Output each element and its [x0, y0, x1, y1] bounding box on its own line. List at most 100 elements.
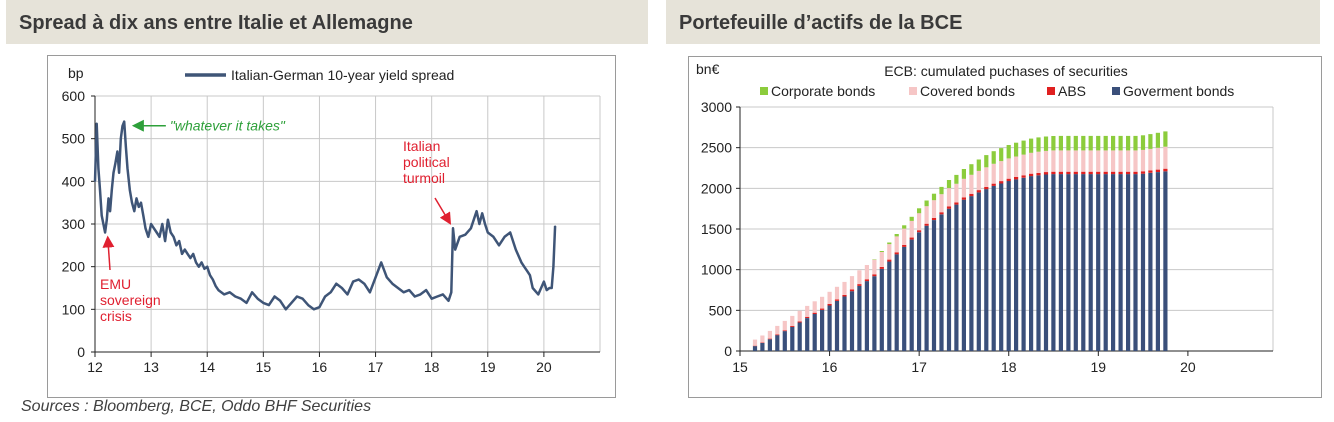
spread-data-point — [324, 295, 326, 298]
spread-data-point — [442, 293, 444, 296]
bar-segment-covered-bonds — [1148, 148, 1153, 171]
source-note: Sources : Bloomberg, BCE, Oddo BHF Secur… — [21, 398, 372, 415]
legend-swatch — [760, 87, 768, 95]
bar-segment-abs — [872, 274, 877, 277]
spread-data-point — [97, 167, 100, 170]
spread-data-point — [408, 289, 411, 291]
spread-data-point — [126, 167, 129, 170]
bar-segment-goverment-bonds — [797, 322, 802, 351]
bar-segment-corporate-bonds — [954, 174, 959, 184]
spread-data-point — [543, 280, 545, 283]
spread-data-point — [397, 287, 399, 289]
y-tick-label: 1500 — [701, 221, 732, 237]
bar-segment-goverment-bonds — [887, 261, 892, 351]
spread-data-point — [142, 214, 145, 217]
bar-segment-goverment-bonds — [976, 192, 981, 351]
spread-data-point — [447, 300, 450, 302]
bar-segment-goverment-bonds — [1051, 174, 1056, 351]
bar-segment-corporate-bonds — [879, 251, 884, 252]
bar-segment-goverment-bonds — [902, 246, 907, 351]
bar-segment-goverment-bonds — [1066, 174, 1071, 351]
bar-segment-abs — [1043, 172, 1049, 175]
x-tick-label: 13 — [143, 359, 159, 375]
bar-segment-abs — [924, 223, 929, 226]
spread-data-point — [192, 253, 194, 255]
bar-segment-corporate-bonds — [1103, 135, 1108, 151]
spread-data-point — [94, 180, 96, 183]
bar-segment-corporate-bonds — [894, 234, 899, 237]
bar-segment-goverment-bonds — [805, 318, 810, 351]
bar-segment-abs — [1148, 170, 1153, 173]
bar-segment-covered-bonds — [939, 194, 944, 213]
spread-data-point — [121, 125, 124, 127]
bar-segment-corporate-bonds — [1036, 137, 1041, 152]
bar-segment-abs — [1103, 171, 1108, 175]
spread-data-point — [391, 282, 394, 285]
spread-data-point — [329, 291, 332, 294]
bar-segment-corporate-bonds — [939, 186, 944, 195]
x-tick-label: 18 — [424, 359, 440, 375]
bar-segment-goverment-bonds — [917, 232, 922, 351]
bar-segment-goverment-bonds — [1021, 177, 1026, 351]
x-tick-label: 17 — [368, 359, 384, 375]
bar-segment-abs — [1140, 171, 1146, 174]
bar-segment-covered-bonds — [946, 188, 952, 207]
bar-segment-corporate-bonds — [887, 242, 892, 245]
bar-segment-abs — [1096, 171, 1101, 175]
bar-segment-abs — [902, 244, 907, 247]
bar-segment-abs — [827, 304, 832, 306]
bar-segment-goverment-bonds — [984, 189, 989, 351]
spread-data-point — [262, 302, 265, 304]
bar-segment-goverment-bonds — [1073, 174, 1078, 351]
spread-data-point — [318, 306, 321, 308]
legend-label: Italian-German 10-year yield spread — [231, 67, 454, 83]
chart-title: ECB: cumulated puchases of securities — [884, 63, 1128, 79]
spread-data-point — [307, 304, 310, 306]
spread-data-point — [189, 257, 192, 259]
bar-segment-covered-bonds — [969, 174, 974, 194]
bar-segment-covered-bonds — [767, 330, 772, 339]
bar-segment-covered-bonds — [1066, 150, 1071, 172]
spread-data-point — [125, 146, 127, 148]
bar-segment-covered-bonds — [834, 286, 840, 300]
legend-swatch — [1047, 87, 1055, 95]
spread-data-point — [498, 244, 500, 247]
spread-data-point — [120, 137, 122, 140]
spread-data-point — [492, 236, 495, 238]
bar-segment-goverment-bonds — [1043, 174, 1049, 351]
bar-segment-abs — [834, 299, 840, 301]
spread-data-point — [268, 304, 270, 306]
bar-segment-abs — [1133, 171, 1138, 175]
spread-data-point — [450, 291, 453, 294]
bar-segment-goverment-bonds — [1058, 174, 1063, 351]
spread-data-point — [178, 240, 180, 242]
bar-segment-abs — [909, 237, 914, 240]
bar-segment-covered-bonds — [887, 244, 892, 260]
x-tick-label: 14 — [199, 359, 215, 375]
spread-data-point — [164, 240, 166, 242]
spread-data-point — [140, 201, 142, 204]
bar-segment-covered-bonds — [1006, 158, 1011, 179]
bar-segment-goverment-bonds — [767, 339, 772, 351]
ecb-portfolio-chart: 0 500 1000 1500 2000 2500 3000 15 16 17 18 19 20 bn€ E… — [696, 61, 1274, 375]
spread-data-point — [484, 223, 486, 225]
bar-segment-abs — [805, 316, 810, 318]
bar-segment-abs — [954, 202, 959, 205]
spread-series-line — [93, 120, 557, 311]
bar-segment-covered-bonds — [1103, 150, 1108, 172]
bar-segment-corporate-bonds — [1021, 140, 1026, 155]
bar-segment-abs — [782, 330, 787, 332]
bar-segment-corporate-bonds — [1118, 135, 1123, 151]
bar-segment-goverment-bonds — [1006, 181, 1011, 351]
spread-data-point — [279, 300, 281, 302]
bar-segment-goverment-bonds — [1111, 174, 1116, 351]
bar-segment-abs — [887, 259, 892, 262]
spread-data-point — [104, 231, 106, 234]
spread-data-point — [155, 231, 158, 234]
spread-data-point — [523, 265, 526, 268]
bar-segment-abs — [969, 193, 974, 197]
spread-data-point — [341, 287, 343, 289]
spread-data-point — [284, 308, 287, 311]
spread-data-point — [137, 206, 140, 208]
bar-segment-covered-bonds — [961, 178, 966, 198]
